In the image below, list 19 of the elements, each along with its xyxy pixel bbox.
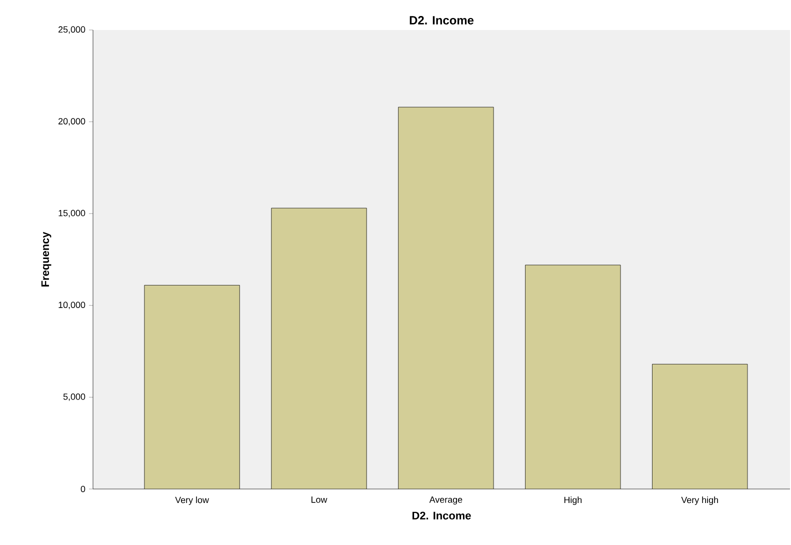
x-tick-label: Average <box>429 496 462 505</box>
x-axis-title: D2. Income <box>412 512 471 520</box>
y-tick-label: 20,000 <box>58 118 86 126</box>
chart-title: D2. Income <box>410 16 474 24</box>
y-axis-title: Frequency <box>41 232 52 286</box>
bar <box>525 265 621 489</box>
y-tick-label: 25,000 <box>58 26 86 34</box>
x-tick-label: Very low <box>175 496 209 505</box>
y-tick-label: 15,000 <box>58 210 86 218</box>
bar <box>271 208 367 489</box>
bar <box>144 285 240 489</box>
x-tick-label: Low <box>311 496 328 503</box>
bar <box>652 364 748 489</box>
y-tick-label: 5,000 <box>63 393 86 401</box>
x-tick-label: Very high <box>681 496 718 505</box>
y-tick-label: 0 <box>80 486 86 492</box>
x-tick-label: High <box>564 496 582 505</box>
bar <box>398 107 494 489</box>
y-tick-label: 10,000 <box>58 302 86 310</box>
